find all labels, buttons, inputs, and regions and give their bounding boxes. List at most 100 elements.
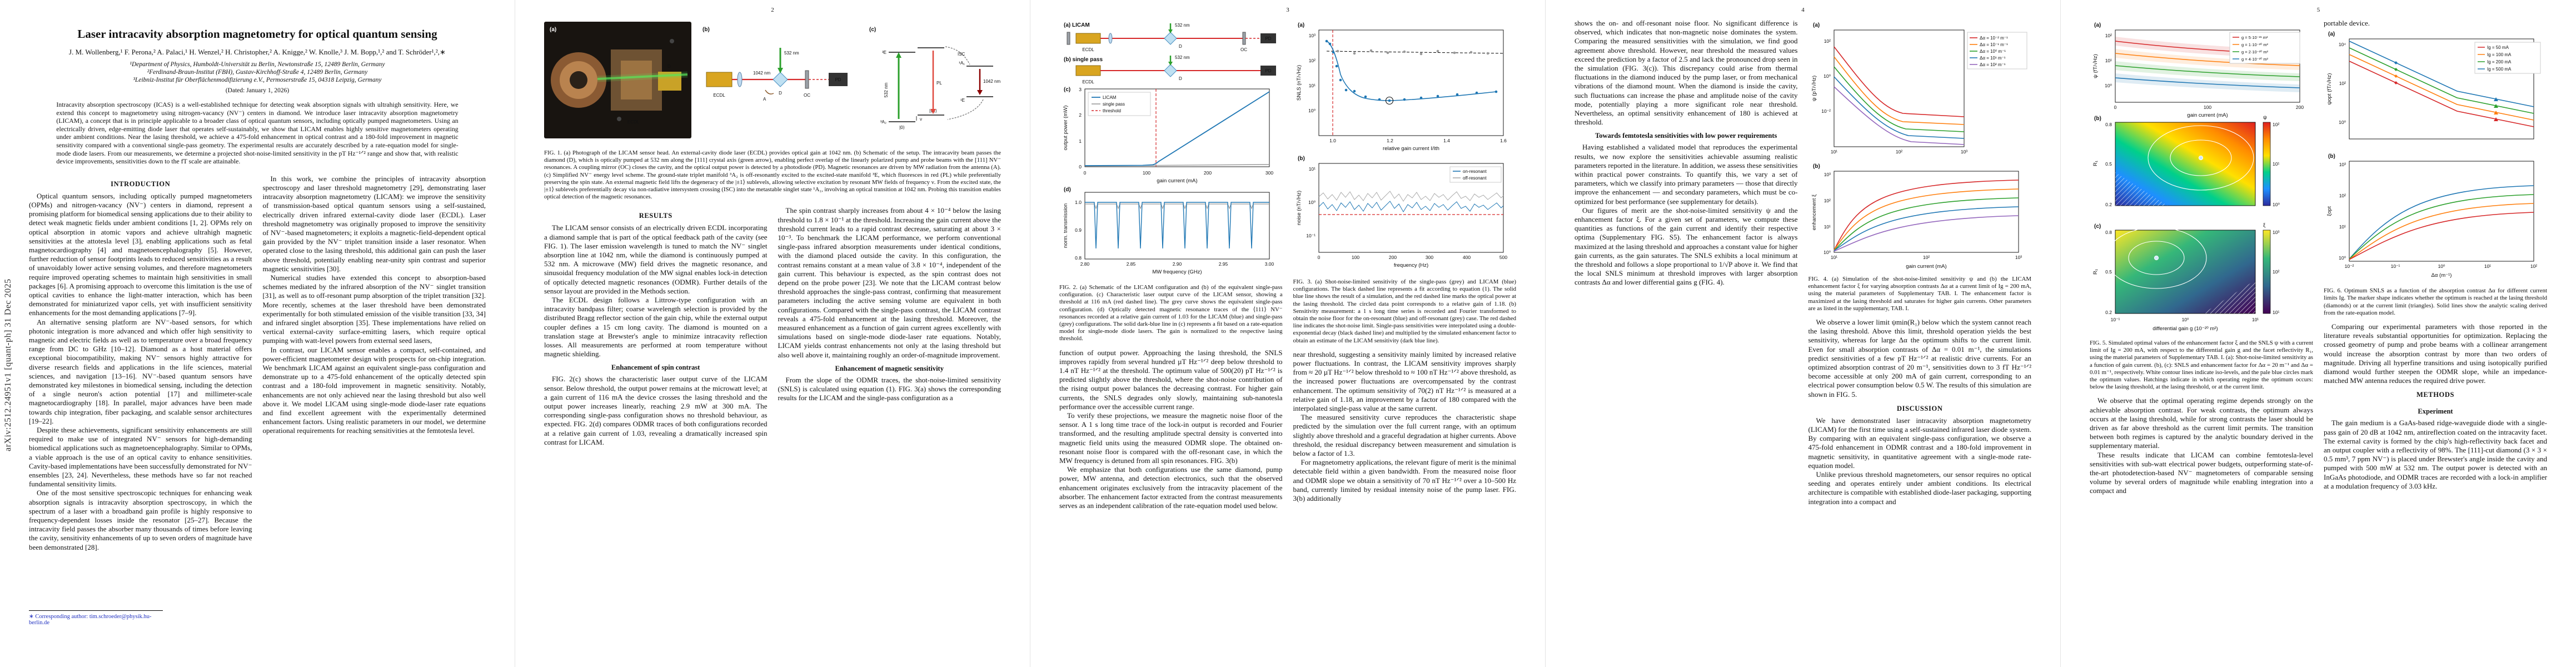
svg-text:10¹: 10¹: [1308, 166, 1315, 172]
affiliation-1: ¹Department of Physics, Humboldt-Univers…: [129, 61, 385, 68]
svg-text:3.00: 3.00: [1265, 261, 1274, 267]
svg-text:Δα = 10² m⁻¹: Δα = 10² m⁻¹: [1980, 62, 2006, 67]
svg-text:2.90: 2.90: [1173, 261, 1182, 267]
figure-2-caption: FIG. 2. (a) Schematic of the LICAM confi…: [1059, 284, 1283, 342]
svg-text:1.4: 1.4: [1443, 138, 1450, 143]
svg-text:MW frequency (GHz): MW frequency (GHz): [1152, 269, 1202, 275]
svg-text:0.5: 0.5: [2105, 269, 2112, 275]
svg-text:1.6: 1.6: [1500, 138, 1507, 143]
svg-text:Δα (m⁻¹): Δα (m⁻¹): [2431, 272, 2452, 278]
svg-text:(b) single pass: (b) single pass: [1064, 57, 1103, 63]
figure-6-caption: FIG. 6. Optimum SNLS as a function of th…: [2324, 287, 2547, 316]
svg-text:Δα = 10¹ m⁻¹: Δα = 10¹ m⁻¹: [1980, 56, 2006, 61]
svg-text:10⁰: 10⁰: [2438, 263, 2445, 269]
svg-text:10²: 10²: [2339, 193, 2346, 198]
svg-text:ξ: ξ: [2263, 222, 2266, 228]
svg-text:1: 1: [1079, 138, 1082, 144]
svg-text:A: A: [763, 97, 766, 102]
paragraph: Unlike previous threshold magnetometers,…: [1808, 470, 2032, 506]
paragraph: The LICAM sensor consists of an electric…: [544, 223, 768, 295]
figure-2-graphic: (a) LICAM ECDL D 532 nm: [1063, 22, 1276, 275]
svg-text:³E: ³E: [882, 50, 886, 55]
svg-text:10⁴: 10⁴: [2339, 42, 2346, 47]
paragraph: An alternative sensing platform are NV⁻-…: [29, 317, 252, 425]
paragraph: The measured sensitivity curve reproduce…: [1293, 413, 1517, 458]
svg-text:10¹: 10¹: [2339, 224, 2346, 230]
fig5-heatmap-snls: (b) 10² 10¹ 10⁰ ψ 0.8 0.5: [2092, 115, 2280, 207]
svg-text:ψopt (fT/√Hz): ψopt (fT/√Hz): [2326, 73, 2333, 105]
svg-text:|0⟩: |0⟩: [899, 125, 905, 130]
svg-text:ECDL: ECDL: [1082, 79, 1094, 84]
figure-1-caption: FIG. 1. (a) Photograph of the LICAM sens…: [544, 150, 1001, 201]
svg-text:0.2: 0.2: [2105, 202, 2112, 207]
svg-text:400: 400: [1462, 255, 1470, 260]
svg-text:Δα = 10⁻¹ m⁻¹: Δα = 10⁻¹ m⁻¹: [1980, 42, 2008, 47]
paragraph: We observe a lower limit ψmin(R₁) below …: [1808, 318, 2032, 399]
footnote: ∗ Corresponding author: tim.schroeder@ph…: [29, 610, 163, 626]
paragraph: The gain medium is a GaAs-based ridge-wa…: [2324, 419, 2547, 490]
paragraph: portable device.: [2324, 19, 2370, 27]
paragraph: Comparing our experimental parameters wi…: [2324, 322, 2547, 385]
svg-text:532 nm: 532 nm: [884, 82, 889, 97]
paragraph: The spin contrast sharply increases from…: [778, 206, 1001, 359]
paragraph: The ECDL design follows a Littrow-type c…: [544, 296, 768, 359]
fig6-optimum-enhancement-plot: (b) 10³ 10² 10¹ 10⁰ 10⁻² 10⁻¹: [2326, 153, 2537, 278]
svg-text:2.85: 2.85: [1127, 261, 1136, 267]
svg-text:532 nm: 532 nm: [1175, 55, 1190, 60]
page5-col2: portable device. (a) 10⁴ 10² 10⁰: [2324, 19, 2547, 496]
paragraph: near threshold, suggesting a sensitivity…: [1293, 350, 1517, 413]
page-5: 5: [2061, 0, 2576, 667]
svg-text:10²: 10²: [1895, 149, 1902, 155]
svg-text:gain current (mA): gain current (mA): [1906, 263, 1946, 270]
svg-text:ECDL: ECDL: [1082, 47, 1094, 52]
svg-text:1.0: 1.0: [1329, 138, 1336, 143]
paragraph: Having established a validated model tha…: [1575, 143, 1798, 206]
figure-4-caption: FIG. 4. (a) Simulation of the shot-noise…: [1808, 276, 2032, 312]
svg-text:gain current (mA): gain current (mA): [2187, 112, 2228, 118]
svg-text:ψ (pT/√Hz): ψ (pT/√Hz): [1811, 76, 1817, 101]
fig2-panel-licam: (a) LICAM ECDL D 532 nm: [1064, 22, 1276, 52]
svg-text:differential gain g (10⁻²⁰ m²): differential gain g (10⁻²⁰ m²): [2153, 326, 2218, 332]
svg-text:PL: PL: [936, 81, 942, 86]
svg-text:532 nm: 532 nm: [1175, 23, 1190, 28]
affiliation-3: ³Leibniz-Institut für Oberflächenmodifiz…: [133, 77, 382, 83]
arxiv-banner: arXiv:2512.24951v1 [quant-ph] 31 Dec 202…: [3, 278, 13, 451]
svg-text:10¹: 10¹: [2484, 263, 2491, 269]
svg-text:200: 200: [1388, 255, 1396, 260]
svg-text:1042 nm: 1042 nm: [753, 71, 770, 76]
email-link[interactable]: ∗ Corresponding author: tim.schroeder@ph…: [29, 613, 152, 626]
svg-text:(a) LICAM: (a) LICAM: [1064, 22, 1090, 28]
paragraph: One of the most sensitive spectroscopic …: [29, 489, 252, 551]
svg-text:10⁻²: 10⁻²: [2345, 263, 2354, 269]
figure-1-graphic: (a) ECDL D (b) ECDL 1042 nm D 532 nm: [544, 22, 1000, 138]
paragraph: We have demonstrated laser intracavity a…: [1808, 416, 2032, 470]
svg-text:relative gain current I/Ith: relative gain current I/Ith: [1383, 146, 1439, 152]
svg-text:200: 200: [1204, 170, 1212, 176]
svg-text:(b): (b): [702, 27, 710, 33]
page1-col2: In this work, we combine the principles …: [263, 175, 486, 626]
svg-text:10²: 10²: [1823, 38, 1830, 44]
abstract: Intracavity absorption spectroscopy (ICA…: [56, 101, 459, 166]
svg-text:ECDL: ECDL: [713, 93, 725, 98]
page-number: 2: [771, 7, 774, 13]
svg-text:g = 5·10⁻²¹ m²: g = 5·10⁻²¹ m²: [2241, 35, 2268, 40]
svg-text:10⁰: 10⁰: [1308, 108, 1316, 113]
paragraph: We observe that the optimal operating re…: [2090, 396, 2313, 450]
svg-text:(a): (a): [2328, 31, 2335, 37]
figure-3-graphic: (a) 10³ 10² 10¹ 10⁰ 1.0 1.2 1.4 1.6 rela…: [1296, 22, 1507, 268]
paragraph: These results indicate that LICAM can co…: [2090, 450, 2313, 495]
svg-text:(d): (d): [1064, 187, 1071, 193]
svg-text:10²: 10²: [2273, 122, 2279, 127]
svg-text:(a): (a): [1813, 22, 1820, 28]
section-methods: METHODS: [2416, 391, 2455, 399]
svg-text:10²: 10²: [1823, 198, 1830, 203]
figure-3: (a) 10³ 10² 10¹ 10⁰ 1.0 1.2 1.4 1.6 rela…: [1293, 19, 1517, 275]
svg-text:D: D: [779, 91, 782, 96]
fig4-snls-plot: (a) 10² 10⁰ 10⁻² 10¹ 10² 10³ ψ (pT/√Hz): [1811, 22, 2027, 155]
svg-text:OC: OC: [804, 93, 810, 98]
svg-text:g = 2·10⁻²⁰ m²: g = 2·10⁻²⁰ m²: [2241, 49, 2269, 54]
paragraph: Our figures of merit are the shot-noise-…: [1575, 206, 1798, 287]
svg-text:10²: 10²: [1308, 58, 1315, 63]
svg-text:10¹: 10¹: [1830, 149, 1837, 155]
figure-6: (a) 10⁴ 10² 10⁰: [2324, 28, 2547, 283]
